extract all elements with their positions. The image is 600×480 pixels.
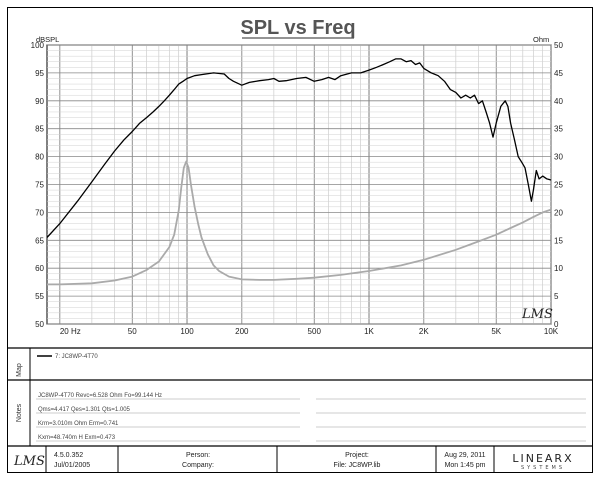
impedance-series-line — [47, 160, 552, 286]
x-tick-label: 20 Hz — [60, 327, 81, 336]
y-axis-label-right: Ohm — [533, 35, 549, 44]
chart-title: SPL vs Freq — [240, 17, 355, 39]
y-tick-label-right: 25 — [554, 181, 563, 190]
footer-time: Mon 1:45 pm — [445, 462, 486, 469]
y-tick-label-right: 5 — [554, 292, 559, 301]
x-tick-label: 100 — [180, 327, 194, 336]
x-tick-labels: 20 Hz 50 100 200 500 1K 2K 5K 10K — [60, 327, 559, 336]
y-tick-label-left: 60 — [35, 264, 44, 273]
lms-watermark: LMS — [521, 307, 553, 322]
y-tick-labels-left: 50 55 60 65 70 75 80 85 90 95 100 — [31, 41, 45, 329]
spl-series-line — [46, 58, 552, 238]
x-tick-label: 10K — [544, 327, 559, 336]
y-tick-label-right: 45 — [554, 69, 563, 78]
y-tick-label-left: 95 — [35, 69, 44, 78]
footer-brand-sub: SYSTEMS — [521, 465, 565, 471]
y-tick-label-left: 85 — [35, 125, 44, 134]
note-line-1: JC8WP-4T70 Revc=6.528 Ohm Fo=99.144 Hz — [38, 393, 162, 399]
y-tick-label-right: 30 — [554, 153, 563, 162]
note-line-4: Kxm=48.740m H Exm=0.473 — [38, 435, 116, 441]
y-tick-label-right: 20 — [554, 208, 563, 217]
y-tick-label-right: 10 — [554, 264, 563, 273]
y-tick-label-left: 90 — [35, 97, 44, 106]
y-tick-label-right: 50 — [554, 41, 563, 50]
note-line-2: Qms=4.417 Qes=1.301 Qts=1.005 — [38, 407, 131, 413]
y-tick-label-left: 50 — [35, 320, 44, 329]
y-tick-label-left: 80 — [35, 153, 44, 162]
notes-label: Notes — [16, 403, 23, 422]
x-tick-label: 500 — [308, 327, 322, 336]
y-tick-label-left: 100 — [31, 41, 45, 50]
y-tick-label-left: 70 — [35, 208, 44, 217]
x-tick-label: 200 — [235, 327, 249, 336]
notes-rules — [36, 398, 586, 442]
footer-date: Aug 29, 2011 — [444, 452, 485, 459]
x-tick-label: 2K — [419, 327, 429, 336]
y-tick-label-right: 35 — [554, 125, 563, 134]
x-tick-label: 50 — [128, 327, 137, 336]
y-tick-label-left: 65 — [35, 236, 44, 245]
footer-version: 4.5.0.352 — [54, 452, 83, 459]
map-label: Map — [16, 363, 23, 377]
legend-entry: 7: JC8WP-4T70 — [55, 354, 98, 360]
y-axis-label-left: dBSPL — [36, 35, 59, 44]
y-tick-label-left: 75 — [35, 181, 44, 190]
footer-logo: LMS — [13, 454, 45, 469]
footer-company-label: Company: — [182, 462, 214, 469]
footer-person-label: Person: — [186, 452, 210, 459]
x-tick-label: 1K — [364, 327, 374, 336]
series-lines — [46, 58, 552, 286]
x-tick-label: 5K — [491, 327, 501, 336]
footer-brand: LINEARX — [512, 452, 573, 465]
y-tick-labels-right: 0 5 10 15 20 25 30 35 40 45 50 — [554, 41, 563, 329]
note-line-3: Krm=3.010m Ohm Erm=0.741 — [38, 421, 119, 427]
footer-build-date: Jul/01/2005 — [54, 462, 90, 469]
y-tick-label-left: 55 — [35, 292, 44, 301]
footer-file-label: File: JC8WP.lib — [334, 462, 381, 469]
footer-project-label: Project: — [345, 452, 369, 459]
y-tick-label-right: 15 — [554, 236, 563, 245]
y-tick-label-right: 40 — [554, 97, 563, 106]
y-tick-label-right: 0 — [554, 320, 559, 329]
